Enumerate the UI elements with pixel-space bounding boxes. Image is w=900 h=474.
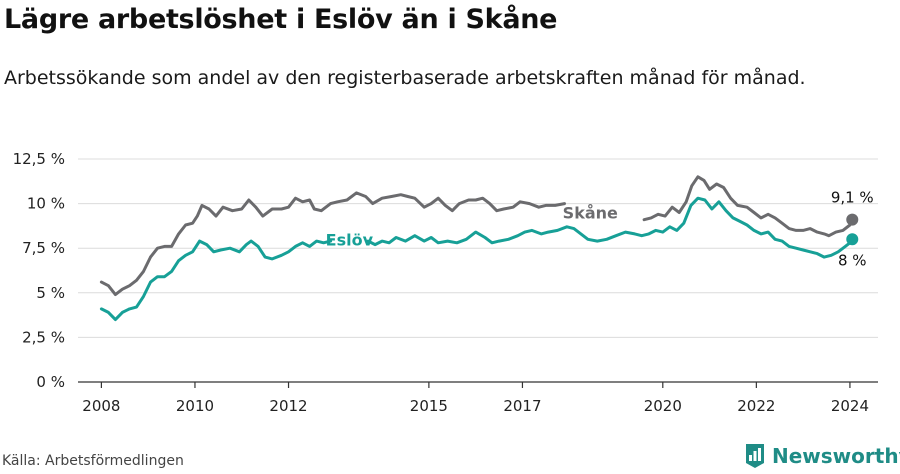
series-labels: Skåne Eslöv 9,1 % 8 % [326, 189, 874, 270]
newsworthy-icon [746, 444, 764, 468]
x-tick-label: 2010 [176, 397, 214, 415]
x-tick-label: 2017 [503, 397, 541, 415]
end-label-eslov: 8 % [838, 251, 867, 269]
x-tick-label: 2022 [737, 397, 775, 415]
series-line-skne-part-1 [99, 191, 566, 297]
brand-name: Newsworthy [772, 444, 900, 468]
x-tick-label: 2008 [82, 397, 120, 415]
x-tick-label: 2024 [831, 397, 869, 415]
x-tick-label: 2020 [644, 397, 682, 415]
series-line-skne-part-2 [642, 175, 854, 238]
end-point-eslv [846, 233, 859, 246]
chart-title: Lägre arbetslöshet i Eslöv än i Skåne [4, 4, 558, 35]
axes: 0 % 2,5 % 5 % 7,5 % 10 % 12,5 % 2008 2010 2012 20… [13, 150, 869, 415]
series-label-skane: Skåne [563, 204, 618, 223]
end-point-skne [846, 213, 859, 226]
gridlines [78, 158, 878, 383]
y-tick-label: 0 % [36, 373, 65, 391]
newsworthy-logo[interactable]: Newsworthy [744, 443, 900, 469]
y-tick-label: 7,5 % [22, 239, 65, 257]
source-note: Källa: Arbetsförmedlingen [2, 453, 184, 469]
series-label-eslov: Eslöv [326, 230, 374, 249]
x-tick-label: 2015 [410, 397, 448, 415]
series-line-eslv-part-2 [366, 196, 854, 259]
y-tick-label: 10 % [27, 195, 65, 213]
y-tick-label: 2,5 % [22, 328, 65, 346]
y-tick-label: 5 % [36, 284, 65, 302]
series-line-eslv-part-1 [99, 239, 333, 322]
y-tick-label: 12,5 % [13, 150, 65, 168]
end-label-skane: 9,1 % [831, 189, 874, 207]
series-lines [99, 175, 859, 322]
x-tick-label: 2012 [269, 397, 307, 415]
chart-subtitle: Arbetssökande som andel av den registerb… [4, 67, 806, 89]
